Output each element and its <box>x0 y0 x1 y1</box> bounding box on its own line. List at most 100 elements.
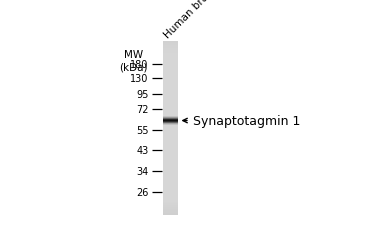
Bar <box>163 90 178 92</box>
Bar <box>163 206 178 207</box>
Bar <box>163 70 178 71</box>
Bar <box>163 120 178 121</box>
Bar <box>163 123 178 124</box>
Bar <box>163 112 178 113</box>
Bar <box>163 131 178 132</box>
Bar <box>163 54 178 56</box>
Bar <box>163 114 178 115</box>
Bar <box>163 208 178 209</box>
Bar <box>163 170 178 171</box>
Bar <box>163 122 178 124</box>
Bar <box>163 115 178 116</box>
Bar <box>163 146 178 147</box>
Bar <box>163 132 178 133</box>
Bar <box>163 98 178 99</box>
Bar <box>163 120 178 121</box>
Bar <box>163 74 178 75</box>
Bar <box>163 160 178 162</box>
Text: 43: 43 <box>136 145 148 155</box>
Bar <box>163 42 178 43</box>
Bar <box>163 181 178 182</box>
Bar <box>163 80 178 81</box>
Bar <box>163 196 178 197</box>
Bar <box>163 180 178 181</box>
Bar <box>163 56 178 57</box>
Bar <box>163 207 178 208</box>
Bar <box>163 140 178 141</box>
Bar <box>163 79 178 80</box>
Bar <box>163 175 178 176</box>
Bar <box>163 92 178 93</box>
Bar <box>163 212 178 213</box>
Bar <box>163 108 178 109</box>
Bar <box>163 123 178 124</box>
Bar <box>163 66 178 67</box>
Bar <box>163 53 178 54</box>
Bar <box>163 59 178 60</box>
Bar <box>163 58 178 59</box>
Bar <box>163 201 178 202</box>
Bar <box>163 72 178 74</box>
Text: MW
(kDa): MW (kDa) <box>119 50 147 72</box>
Bar <box>163 126 178 127</box>
Bar <box>163 117 178 118</box>
Bar <box>163 117 178 118</box>
Bar <box>163 61 178 62</box>
Bar <box>163 176 178 177</box>
Bar <box>163 75 178 76</box>
Bar <box>163 99 178 100</box>
Bar <box>163 65 178 66</box>
Bar <box>163 150 178 151</box>
Bar <box>163 161 178 162</box>
Bar <box>163 48 178 50</box>
Bar <box>163 89 178 90</box>
Bar <box>163 118 178 119</box>
Bar <box>163 158 178 160</box>
Bar <box>163 111 178 112</box>
Bar <box>163 78 178 80</box>
Bar <box>163 164 178 165</box>
Bar <box>163 73 178 74</box>
Bar <box>163 154 178 155</box>
Bar <box>163 187 178 188</box>
Bar <box>163 134 178 136</box>
Bar <box>163 213 178 214</box>
Bar <box>163 88 178 89</box>
Bar <box>163 96 178 98</box>
Bar <box>163 69 178 70</box>
Bar <box>163 47 178 48</box>
Bar <box>163 133 178 134</box>
Bar <box>163 107 178 108</box>
Text: 95: 95 <box>136 90 148 100</box>
Bar <box>163 66 178 68</box>
Bar <box>163 135 178 136</box>
Bar <box>163 173 178 174</box>
Bar <box>163 86 178 87</box>
Bar <box>163 57 178 58</box>
Bar <box>163 184 178 185</box>
Bar <box>163 102 178 104</box>
Bar <box>163 166 178 168</box>
Bar <box>163 210 178 211</box>
Bar <box>163 199 178 200</box>
Bar <box>163 128 178 129</box>
Bar <box>163 116 178 117</box>
Bar <box>163 51 178 52</box>
Bar <box>163 62 178 63</box>
Text: 26: 26 <box>136 187 148 197</box>
Bar <box>163 109 178 110</box>
Bar <box>163 122 178 123</box>
Bar <box>163 146 178 148</box>
Bar <box>163 72 178 73</box>
Bar <box>163 67 178 68</box>
Bar <box>163 125 178 126</box>
Bar <box>163 202 178 203</box>
Bar <box>163 63 178 64</box>
Bar <box>163 171 178 172</box>
Bar <box>163 84 178 85</box>
Bar <box>163 95 178 96</box>
Bar <box>163 102 178 103</box>
Bar <box>163 148 178 149</box>
Bar <box>163 193 178 194</box>
Bar <box>163 81 178 82</box>
